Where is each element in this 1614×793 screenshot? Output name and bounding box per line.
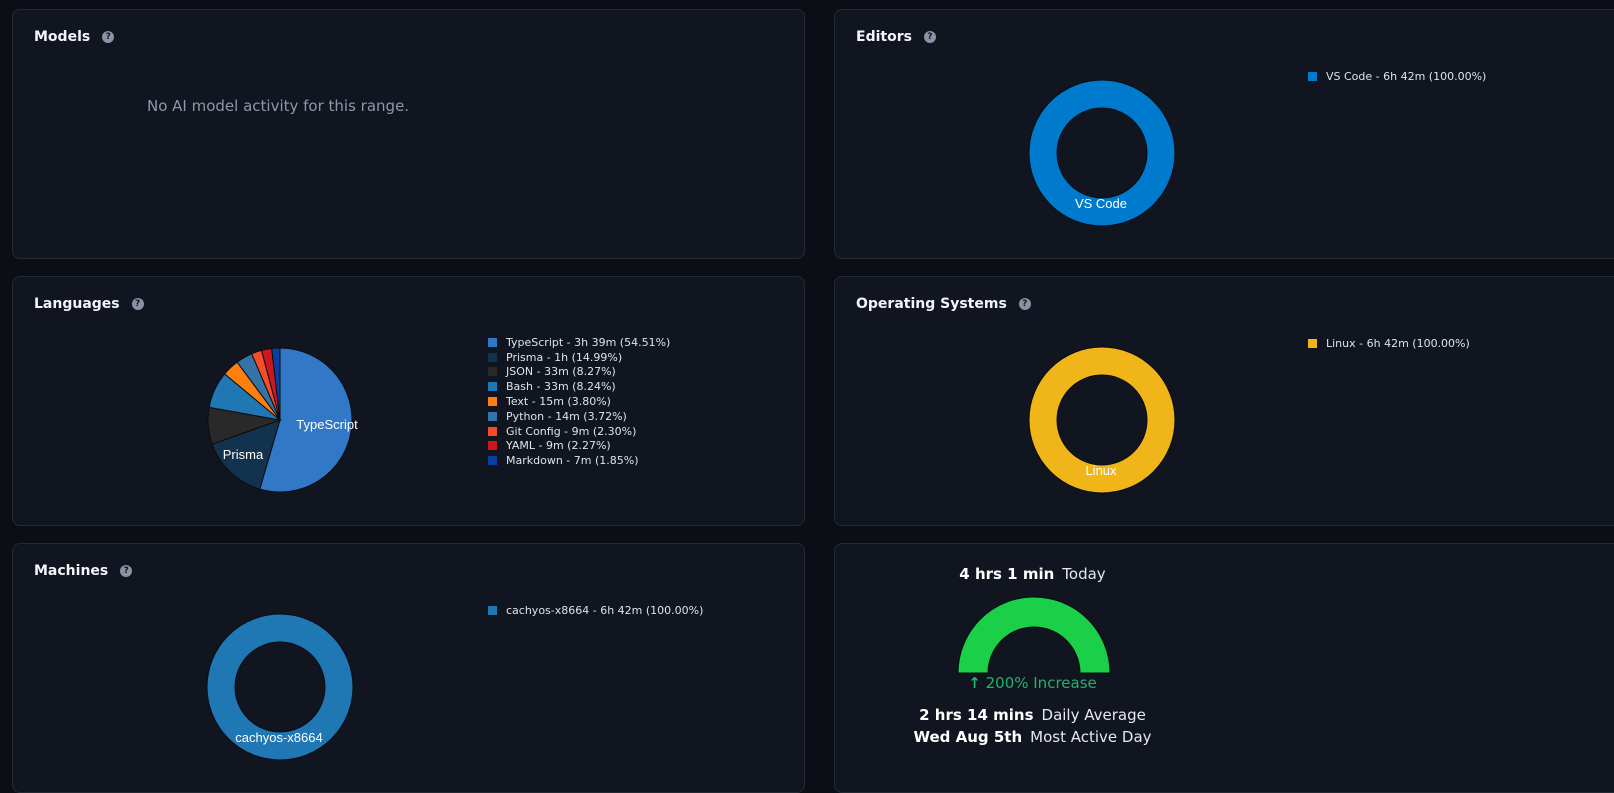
os-donut-chart: Linux (1028, 346, 1176, 494)
languages-title-row: Languages ? (34, 296, 144, 312)
legend-label: YAML - 9m (2.27%) (506, 439, 611, 453)
machines-donut-chart: cachyos-x8664 (206, 613, 354, 761)
machines-panel: Machines ? cachyos-x8664 cachyos-x8664 -… (12, 543, 805, 793)
pie-label-typescript: TypeScript (296, 417, 358, 432)
os-legend: Linux - 6h 42m (100.00%) (1308, 336, 1470, 351)
legend-label: TypeScript - 3h 39m (54.51%) (506, 335, 671, 349)
help-icon[interactable]: ? (923, 31, 936, 43)
legend-swatch (488, 352, 497, 362)
legend-label: Python - 14m (3.72%) (506, 409, 627, 423)
pie-slice-prisma[interactable] (211, 419, 281, 490)
legend-swatch (1308, 338, 1317, 348)
legend-item[interactable]: cachyos-x8664 - 6h 42m (100.00%) (488, 603, 703, 618)
most-active-value: Wed Aug 5th (913, 728, 1023, 746)
most-active-stat: Wed Aug 5th Most Active Day (835, 728, 1230, 746)
legend-swatch (488, 426, 497, 436)
help-icon[interactable]: ? (120, 565, 133, 577)
machines-legend: cachyos-x8664 - 6h 42m (100.00%) (488, 603, 703, 618)
pie-slice-markdown[interactable] (271, 347, 281, 421)
legend-label: Linux - 6h 42m (100.00%) (1326, 336, 1470, 350)
daily-average-stat: 2 hrs 14 mins Daily Average (835, 706, 1230, 724)
machines-donut-label: cachyos-x8664 (235, 730, 322, 745)
machines-title-row: Machines ? (34, 563, 133, 579)
increase-indicator: ↑ 200% Increase (835, 674, 1230, 692)
legend-swatch (488, 456, 497, 466)
machines-title: Machines (34, 563, 109, 579)
legend-swatch (488, 441, 497, 451)
today-gauge (957, 596, 1111, 674)
legend-item-json[interactable]: JSON - 33m (8.27%) (488, 365, 670, 380)
legend-item-typescript[interactable]: TypeScript - 3h 39m (54.51%) (488, 335, 670, 350)
help-icon[interactable]: ? (102, 31, 115, 43)
daily-average-value: 2 hrs 14 mins (919, 706, 1034, 724)
most-active-label: Most Active Day (1030, 728, 1152, 746)
editors-donut-chart: VS Code (1028, 79, 1176, 227)
pie-label-prisma: Prisma (223, 447, 264, 462)
legend-label: JSON - 33m (8.27%) (506, 365, 616, 379)
legend-label: Text - 15m (3.80%) (506, 395, 611, 409)
editors-donut-label: VS Code (1075, 196, 1127, 211)
legend-item-python[interactable]: Python - 14m (3.72%) (488, 409, 670, 424)
languages-legend: TypeScript - 3h 39m (54.51%) Prisma - 1h… (488, 335, 670, 468)
increase-text: 200% Increase (985, 674, 1097, 692)
languages-pie-chart: TypeScript Prisma (207, 347, 358, 493)
legend-item[interactable]: VS Code - 6h 42m (100.00%) (1308, 69, 1486, 84)
legend-label: Bash - 33m (8.24%) (506, 380, 616, 394)
legend-item-markdown[interactable]: Markdown - 7m (1.85%) (488, 453, 670, 468)
legend-label: Markdown - 7m (1.85%) (506, 454, 639, 468)
os-donut-ring[interactable] (1029, 347, 1175, 493)
arrow-up-icon: ↑ (968, 674, 981, 692)
models-title-row: Models ? (34, 29, 115, 45)
editors-title: Editors (856, 29, 912, 45)
legend-label: Prisma - 1h (14.99%) (506, 350, 623, 364)
help-icon[interactable]: ? (131, 298, 144, 310)
models-panel: Models ? No AI model activity for this r… (12, 9, 805, 259)
daily-average-label: Daily Average (1041, 706, 1146, 724)
os-title: Operating Systems (856, 296, 1007, 312)
legend-item-text[interactable]: Text - 15m (3.80%) (488, 394, 670, 409)
editors-donut-ring[interactable] (1029, 80, 1175, 226)
legend-item-prisma[interactable]: Prisma - 1h (14.99%) (488, 350, 670, 365)
legend-swatch (488, 382, 497, 392)
legend-item-bash[interactable]: Bash - 33m (8.24%) (488, 379, 670, 394)
legend-swatch (1308, 71, 1317, 81)
legend-label: Git Config - 9m (2.30%) (506, 424, 637, 438)
legend-swatch (488, 411, 497, 421)
legend-swatch (488, 367, 497, 377)
legend-swatch (488, 337, 497, 347)
os-title-row: Operating Systems ? (856, 296, 1031, 312)
legend-swatch (488, 397, 497, 407)
editors-panel: Editors ? VS Code VS Code - 6h 42m (100.… (834, 9, 1614, 259)
models-title: Models (34, 29, 91, 45)
gauge-arc (957, 596, 1111, 674)
pie-slice-typescript[interactable] (259, 347, 353, 493)
legend-item[interactable]: Linux - 6h 42m (100.00%) (1308, 336, 1470, 351)
languages-panel: Languages ? TypeScript Prisma TypeScript… (12, 276, 805, 526)
help-icon[interactable]: ? (1018, 298, 1031, 310)
models-empty-message: No AI model activity for this range. (147, 97, 410, 115)
today-label: Today (1062, 565, 1106, 583)
today-stat: 4 hrs 1 min Today (835, 565, 1230, 583)
summary-panel: 4 hrs 1 min Today ↑ 200% Increase 2 hrs 1… (834, 543, 1614, 793)
legend-label: VS Code - 6h 42m (100.00%) (1326, 69, 1487, 83)
operating-systems-panel: Operating Systems ? Linux Linux - 6h 42m… (834, 276, 1614, 526)
today-value: 4 hrs 1 min (959, 565, 1055, 583)
legend-item-git-config[interactable]: Git Config - 9m (2.30%) (488, 424, 670, 439)
editors-legend: VS Code - 6h 42m (100.00%) (1308, 69, 1486, 84)
os-donut-label: Linux (1085, 463, 1117, 478)
languages-title: Languages (34, 296, 120, 312)
editors-title-row: Editors ? (856, 29, 936, 45)
legend-swatch (488, 605, 497, 615)
legend-item-yaml[interactable]: YAML - 9m (2.27%) (488, 439, 670, 454)
machines-donut-ring[interactable] (207, 614, 353, 760)
legend-label: cachyos-x8664 - 6h 42m (100.00%) (506, 603, 704, 617)
